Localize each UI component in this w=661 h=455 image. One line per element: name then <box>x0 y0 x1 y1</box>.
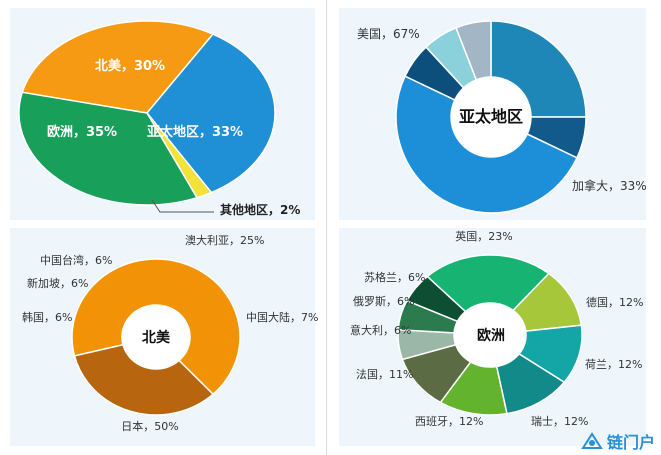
regions-leader-line <box>151 199 214 213</box>
north-america-label-3: 韩国，6% <box>22 310 72 324</box>
link-logo-icon <box>581 432 603 449</box>
north-america-label-0: 澳大利亚，25% <box>185 233 264 247</box>
north-america-center-title: 亚太地区 <box>459 107 523 126</box>
regions-label-3: 欧洲，35% <box>47 124 117 140</box>
asia-pacific-chart: 美国，67% 加拿大，33% 北美 <box>71 27 647 416</box>
europe-label-1: 德国，12% <box>586 295 643 309</box>
europe-label-3: 瑞士，12% <box>531 414 588 428</box>
north-america-label-5: 中国台湾，6% <box>40 253 112 267</box>
north-america-label-1: 中国大陆，7% <box>246 310 318 324</box>
europe-label-6: 意大利，6% <box>350 323 411 337</box>
watermark: 链门户 <box>581 429 655 453</box>
north-america-label-2: 日本，50% <box>121 419 178 433</box>
regions-slice-3 <box>18 91 199 206</box>
north-america-donut-hole <box>451 77 531 157</box>
asia-pacific-donut-hole <box>122 305 190 369</box>
regions-chart: 北美，30% 亚太地区，33% 其他地区，2% 欧洲，35% <box>18 20 300 217</box>
watermark-text: 链门户 <box>606 433 655 452</box>
asia-pacific-label-0: 美国，67% <box>357 27 420 41</box>
regions-label-0: 北美，30% <box>95 58 165 74</box>
europe-center-title: 欧洲 <box>477 327 505 344</box>
regions-slice-1 <box>146 33 276 194</box>
north-america-chart: 澳大利亚，25% 中国大陆，7% 日本，50% 韩国，6% 新加坡，6% 中国台湾，6% 亚… <box>22 20 587 433</box>
regions-label-1: 亚太地区，33% <box>147 124 243 140</box>
europe-label-4: 西班牙，12% <box>415 415 483 428</box>
center-divider <box>326 0 327 455</box>
europe-label-5: 法国，11% <box>356 367 413 381</box>
asia-pacific-center-title: 北美 <box>142 329 171 346</box>
europe-donut-hole <box>454 303 526 367</box>
europe-chart: 英国，23% 德国，12% 荷兰，12% 瑞士，12% 西班牙，12% 法国，11% 意大利… <box>350 229 643 428</box>
north-america-label-4: 新加坡，6% <box>27 276 88 290</box>
europe-label-7: 俄罗斯，6% <box>353 295 414 308</box>
europe-label-8: 苏格兰，6% <box>364 270 425 284</box>
europe-label-0: 英国，23% <box>455 229 512 243</box>
regions-label-2: 其他地区，2% <box>220 202 300 217</box>
europe-label-2: 荷兰，12% <box>585 358 642 371</box>
asia-pacific-label-1: 加拿大，33% <box>572 178 647 193</box>
